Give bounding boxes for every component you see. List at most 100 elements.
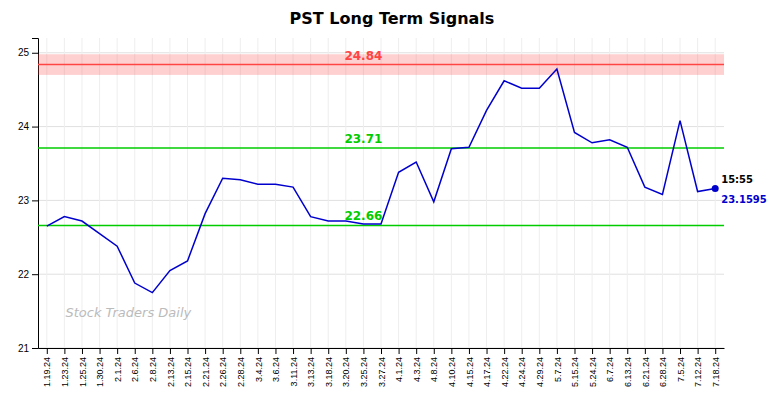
x-tick-mark: [170, 348, 171, 354]
grid-line-x: [468, 38, 469, 348]
y-tick-mark: [32, 348, 38, 349]
x-tick-label: 6.7.24: [605, 357, 615, 382]
x-tick: 3.18.24: [324, 348, 334, 387]
x-tick-label: 2.21.24: [201, 357, 211, 387]
x-tick: 6.7.24: [605, 348, 615, 382]
x-tick: 4.15.24: [465, 348, 475, 387]
y-tick: 25: [18, 47, 38, 58]
x-tick-mark: [311, 348, 312, 354]
reference-label: 24.84: [344, 49, 382, 63]
x-tick: 4.3.24: [412, 348, 422, 382]
x-tick-mark: [399, 348, 400, 354]
y-tick-label: 25: [18, 47, 30, 58]
y-tick: 24: [18, 121, 38, 132]
x-tick-mark: [381, 348, 382, 354]
x-tick: 2.8.24: [148, 348, 158, 382]
grid-line-x: [451, 38, 452, 348]
watermark: Stock Traders Daily: [65, 305, 191, 320]
x-tick-label: 4.15.24: [465, 357, 475, 387]
x-tick-label: 4.24.24: [517, 357, 527, 387]
y-tick-mark: [32, 53, 38, 54]
x-tick-mark: [504, 348, 505, 354]
x-tick-mark: [680, 348, 681, 354]
x-tick-mark: [434, 348, 435, 354]
grid-line-x: [187, 38, 188, 348]
x-tick: 6.21.24: [640, 348, 650, 387]
x-tick-mark: [328, 348, 329, 354]
grid-line-x: [310, 38, 311, 348]
x-tick: 2.21.24: [201, 348, 211, 387]
grid-line-x: [486, 38, 487, 348]
x-tick: 4.24.24: [517, 348, 527, 387]
reference-line: [38, 64, 724, 66]
x-tick-label: 3.6.24: [271, 357, 281, 382]
x-tick-label: 4.1.24: [394, 357, 404, 382]
x-tick-mark: [258, 348, 259, 354]
x-tick-mark: [610, 348, 611, 354]
reference-line: [38, 147, 724, 149]
x-tick-mark: [117, 348, 118, 354]
last-point-time: 15:55: [721, 174, 753, 185]
x-tick-label: 4.17.24: [482, 357, 492, 387]
x-tick-mark: [487, 348, 488, 354]
x-tick: 4.8.24: [429, 348, 439, 382]
grid: [38, 38, 724, 348]
x-tick-label: 5.24.24: [588, 357, 598, 387]
y-tick: 23: [18, 195, 38, 206]
x-tick-mark: [346, 348, 347, 354]
x-tick-label: 2.28.24: [236, 357, 246, 387]
y-tick-mark: [32, 274, 38, 275]
x-tick-label: 6.21.24: [640, 357, 650, 387]
grid-line-x: [257, 38, 258, 348]
x-tick: 1.19.24: [42, 348, 52, 387]
x-axis: 1.19.241.23.241.25.241.30.242.1.242.6.24…: [39, 348, 725, 387]
x-tick-mark: [64, 348, 65, 354]
grid-line-x: [117, 38, 118, 348]
grid-line-x: [539, 38, 540, 348]
x-tick-label: 4.8.24: [429, 357, 439, 382]
plot-area: 1.19.241.23.241.25.241.30.242.1.242.6.24…: [18, 38, 767, 387]
grid-line-x: [222, 38, 223, 348]
last-point-value: 23.1595: [721, 194, 767, 205]
x-tick-mark: [645, 348, 646, 354]
grid-line-x: [697, 38, 698, 348]
x-tick-label: 5.7.24: [553, 357, 563, 382]
x-tick-mark: [135, 348, 136, 354]
x-tick-mark: [240, 348, 241, 354]
x-tick: 3.27.24: [377, 348, 387, 387]
x-tick-label: 1.23.24: [60, 357, 70, 387]
x-tick-mark: [223, 348, 224, 354]
x-tick: 5.15.24: [570, 348, 580, 387]
x-tick: 4.29.24: [535, 348, 545, 387]
grid-line-x: [592, 38, 593, 348]
marks: [38, 54, 724, 292]
x-tick: 5.24.24: [588, 348, 598, 387]
grid-line-x: [381, 38, 382, 348]
y-axis-line: [32, 39, 39, 349]
x-tick-label: 4.3.24: [412, 357, 422, 382]
x-tick-mark: [522, 348, 523, 354]
x-tick-mark: [82, 348, 83, 354]
x-tick-label: 6.13.24: [623, 357, 633, 387]
y-tick: 21: [18, 343, 38, 354]
x-tick: 2.6.24: [130, 348, 140, 382]
grid-line-x: [574, 38, 575, 348]
x-tick: 6.28.24: [658, 348, 668, 387]
x-tick-label: 2.8.24: [148, 357, 158, 382]
grid-line-x: [81, 38, 82, 348]
x-tick-label: 4.29.24: [535, 357, 545, 387]
x-tick-label: 2.1.24: [113, 357, 123, 382]
grid-line-x: [363, 38, 364, 348]
grid-line-x: [644, 38, 645, 348]
y-tick-label: 21: [18, 343, 30, 354]
x-tick-label: 5.15.24: [570, 357, 580, 387]
last-point: [712, 185, 719, 192]
x-tick: 3.20.24: [341, 348, 351, 387]
x-tick-mark: [662, 348, 663, 354]
y-tick: 22: [18, 269, 38, 280]
x-tick-mark: [416, 348, 417, 354]
grid-line-x: [556, 38, 557, 348]
x-tick: 6.13.24: [623, 348, 633, 387]
x-tick-label: 3.13.24: [306, 357, 316, 387]
y-tick-mark: [32, 127, 38, 128]
